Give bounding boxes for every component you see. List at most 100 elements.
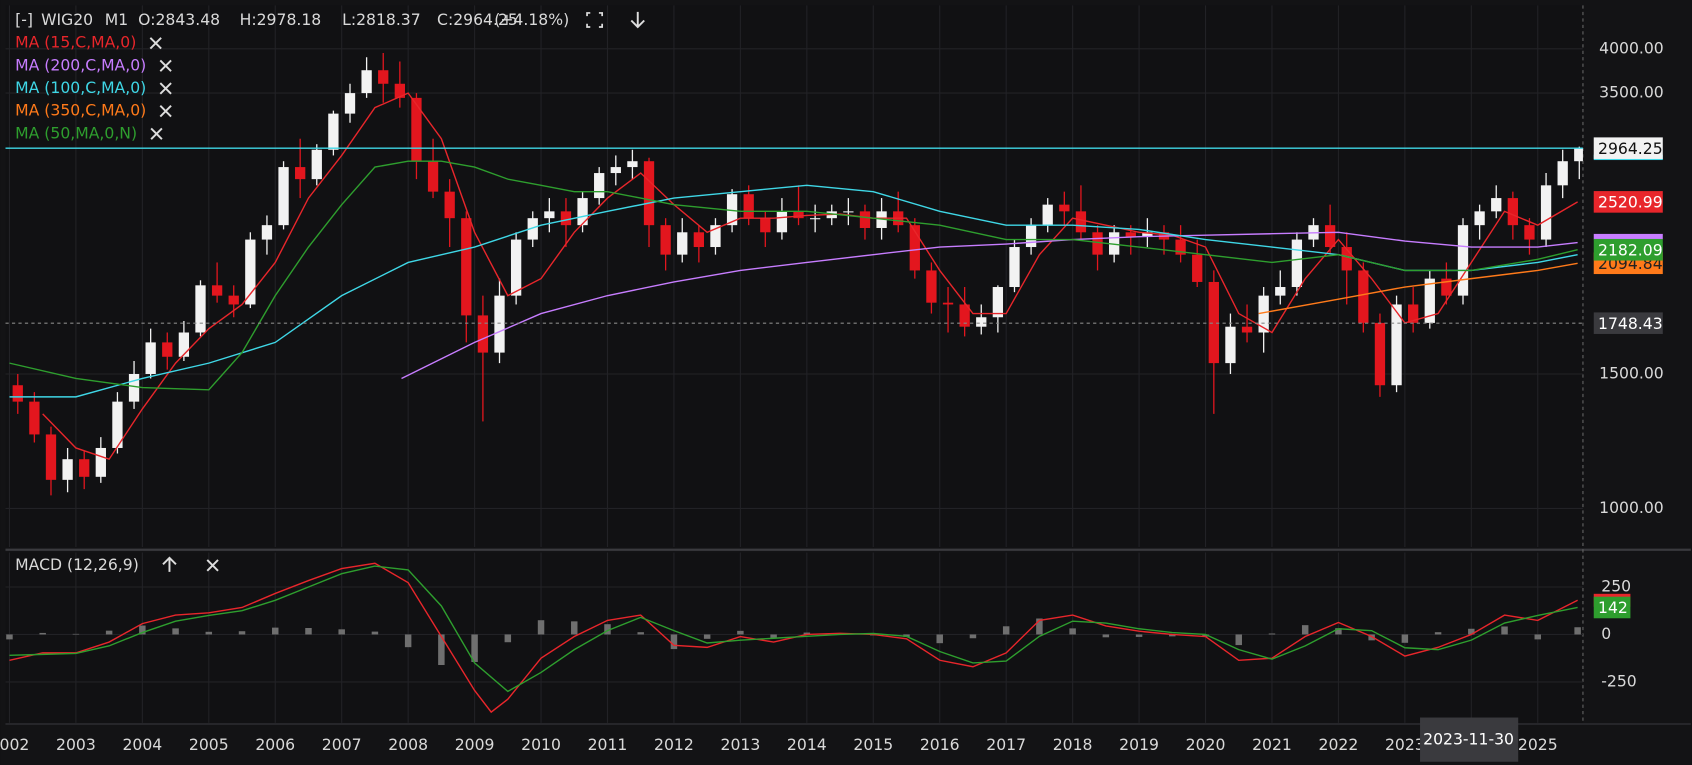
candle-body <box>992 287 1004 318</box>
x-tick-label: 2014 <box>787 735 827 754</box>
legend-entry: MA (350,C,MA,0) <box>15 101 146 120</box>
legend-close-icon[interactable] <box>149 37 162 50</box>
marks <box>5 53 1583 714</box>
candle-body <box>643 161 655 226</box>
histogram-bar <box>1202 634 1209 637</box>
indicator-title: MACD (12,26,9) <box>15 555 139 574</box>
histogram-bar <box>1501 626 1508 635</box>
legend-close-icon[interactable] <box>159 105 172 118</box>
histogram-bar <box>1434 632 1442 635</box>
y-tick-label: 1500.00 <box>1599 363 1664 382</box>
candle-body <box>1424 278 1435 323</box>
candle-body <box>1042 204 1053 226</box>
histogram-bar <box>139 625 146 635</box>
histogram-bar <box>969 634 977 639</box>
x-tick-label: 2015 <box>853 735 893 754</box>
candle-body <box>45 434 57 480</box>
crosshair-date-bg <box>1420 717 1519 762</box>
candle-body <box>461 218 472 316</box>
histogram-bar <box>305 627 312 635</box>
header-item: (+4.18%) <box>494 10 569 29</box>
candle-body <box>843 211 854 213</box>
labels: 2002 2003 2004 2005 2006 2007 2008 2009 2010 2011… <box>0 10 1664 762</box>
price-label: 2520.99 <box>1598 192 1663 211</box>
grid <box>5 5 1583 723</box>
line <box>9 562 1578 714</box>
histogram-bar <box>1268 633 1276 635</box>
histogram-bar <box>1036 618 1043 635</box>
candle-body <box>145 342 156 374</box>
x-tick-label: 2019 <box>1119 735 1159 754</box>
candle-body <box>1059 204 1070 212</box>
histogram-bar <box>172 628 179 635</box>
histogram-bar <box>1102 634 1110 638</box>
candle-body <box>693 232 705 248</box>
header-item: O:2843.48 <box>138 10 220 29</box>
x-tick-label: 2017 <box>986 735 1026 754</box>
histogram-bar <box>438 634 445 666</box>
x-tick-label: 2020 <box>1186 735 1226 754</box>
candle-body <box>510 239 522 296</box>
line <box>401 231 1578 380</box>
x-tick-label: 2007 <box>322 735 362 754</box>
legend-close-icon[interactable] <box>159 59 172 72</box>
candle-body <box>278 167 289 226</box>
macd-up-icon[interactable] <box>162 556 177 572</box>
candle-body <box>1457 225 1469 296</box>
candle-body <box>726 194 738 226</box>
candle-body <box>1241 326 1253 333</box>
header-item: L:2818.37 <box>342 10 421 29</box>
histogram-bar <box>637 632 644 635</box>
price-label-bg <box>1593 238 1663 261</box>
y-tick-label: 4000.00 <box>1599 38 1664 57</box>
candle-body <box>12 385 23 402</box>
x-tick-label: 2002 <box>0 735 29 754</box>
price-panel <box>5 5 1583 548</box>
x-tick-label: 2008 <box>388 735 428 754</box>
y2-tick-label: -250 <box>1601 671 1636 690</box>
price-label-bg <box>1593 312 1663 334</box>
candle-body <box>1225 326 1236 364</box>
macd-close-icon[interactable] <box>206 559 219 572</box>
candle-body <box>494 295 505 353</box>
legend-close-icon[interactable] <box>150 127 163 140</box>
candle-body <box>361 70 372 94</box>
line <box>9 160 1578 391</box>
candle-body <box>1291 239 1303 288</box>
histogram-bar <box>1135 634 1143 637</box>
candle-body <box>427 161 439 192</box>
header-item: C:2964.25 <box>437 10 518 29</box>
candle-body <box>328 113 339 150</box>
histogram-bar <box>770 634 777 639</box>
hidden-label <box>1593 233 1663 240</box>
histogram-bar <box>404 634 412 648</box>
histogram-bar <box>1002 626 1010 635</box>
price-label: 142 <box>1598 598 1628 617</box>
candle-body <box>344 93 356 114</box>
fullscreen-icon[interactable] <box>586 12 604 28</box>
candle-body <box>560 211 572 226</box>
candle-body <box>1507 198 1518 226</box>
histogram-bar <box>604 624 611 635</box>
candle-body <box>710 225 721 248</box>
histogram-bar <box>1368 634 1375 641</box>
candle-body <box>859 211 871 228</box>
y-tick-label: 3500.00 <box>1599 83 1664 102</box>
histogram-bar <box>371 631 379 635</box>
candle-body <box>178 332 190 357</box>
header-item[interactable]: [-] <box>15 10 33 29</box>
histogram-bar <box>1301 625 1309 635</box>
x-tick-label: 2018 <box>1053 735 1093 754</box>
candle-body <box>1574 148 1583 162</box>
legend-close-icon[interactable] <box>159 82 172 95</box>
candle-body <box>1142 232 1153 237</box>
x-tick-label: 2003 <box>56 735 96 754</box>
candle-body <box>1474 211 1485 226</box>
download-icon[interactable] <box>630 11 645 29</box>
histogram-bar <box>471 634 478 662</box>
candle-body <box>1025 225 1037 248</box>
candle-body <box>245 239 256 305</box>
candle-body <box>1175 239 1186 255</box>
time-axis: 2002 2003 2004 2005 2006 2007 2008 2009 2010 2011… <box>0 735 1558 754</box>
price-label-bg <box>1593 137 1663 159</box>
